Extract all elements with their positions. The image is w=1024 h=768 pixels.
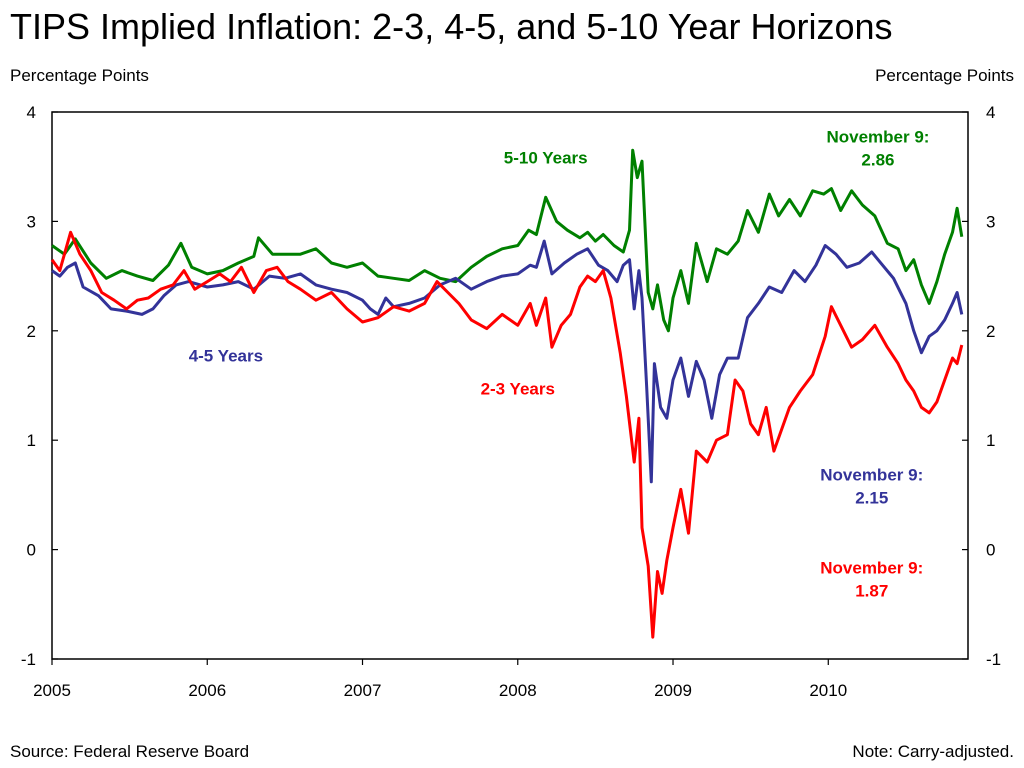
series-line-2-3-years — [50, 230, 964, 639]
series-annotation: November 9: — [820, 559, 923, 578]
plot-frame — [51, 111, 969, 660]
latest-value-label: 1.87 — [855, 582, 888, 601]
y-tick-label-left: 3 — [27, 212, 36, 231]
page-title: TIPS Implied Inflation: 2-3, 4-5, and 5-… — [10, 6, 893, 47]
axis-ticks: -1 -1 0 0 1 1 2 2 3 3 4 4 2005 2006 2007 2008 2009 2010 — [21, 103, 1001, 700]
y-axis-unit-right: Percentage Points — [875, 66, 1014, 85]
y-tick-label-right: 3 — [986, 212, 995, 231]
series-lines — [50, 148, 964, 639]
latest-value-label: 2.15 — [855, 489, 888, 508]
x-tick-label: 2010 — [809, 681, 847, 700]
series-annotation: November 9: — [820, 466, 923, 485]
latest-value-label: 2.86 — [861, 151, 894, 170]
y-tick-label-right: 4 — [986, 103, 995, 122]
x-tick-label: 2007 — [344, 681, 382, 700]
source-note: Source: Federal Reserve Board — [10, 742, 250, 761]
x-tick-label: 2005 — [33, 681, 71, 700]
series-annotation: November 9: — [826, 128, 929, 147]
x-tick-label: 2009 — [654, 681, 692, 700]
x-tick-label: 2006 — [188, 681, 226, 700]
series-annotation: 2-3 Years — [481, 379, 555, 398]
y-tick-label-right: 1 — [986, 431, 995, 450]
y-tick-label-right: 2 — [986, 322, 995, 341]
y-tick-label-left: -1 — [21, 650, 36, 669]
x-tick-label: 2008 — [499, 681, 537, 700]
series-annotation: 5-10 Years — [504, 148, 588, 167]
y-tick-label-left: 1 — [27, 431, 36, 450]
y-tick-label-left: 0 — [27, 541, 36, 560]
series-line-4-5-years — [51, 239, 964, 484]
series-annotation: 4-5 Years — [189, 346, 263, 365]
annotations: 5-10 Years 4-5 Years 2-3 Years November 9: 2… — [189, 128, 930, 601]
y-tick-label-right: 0 — [986, 541, 995, 560]
y-tick-label-left: 4 — [27, 103, 36, 122]
y-axis-unit-left: Percentage Points — [10, 66, 149, 85]
y-tick-label-right: -1 — [986, 650, 1001, 669]
carry-note: Note: Carry-adjusted. — [852, 742, 1014, 761]
series-line-5-10-years — [51, 148, 964, 333]
y-tick-label-left: 2 — [27, 322, 36, 341]
